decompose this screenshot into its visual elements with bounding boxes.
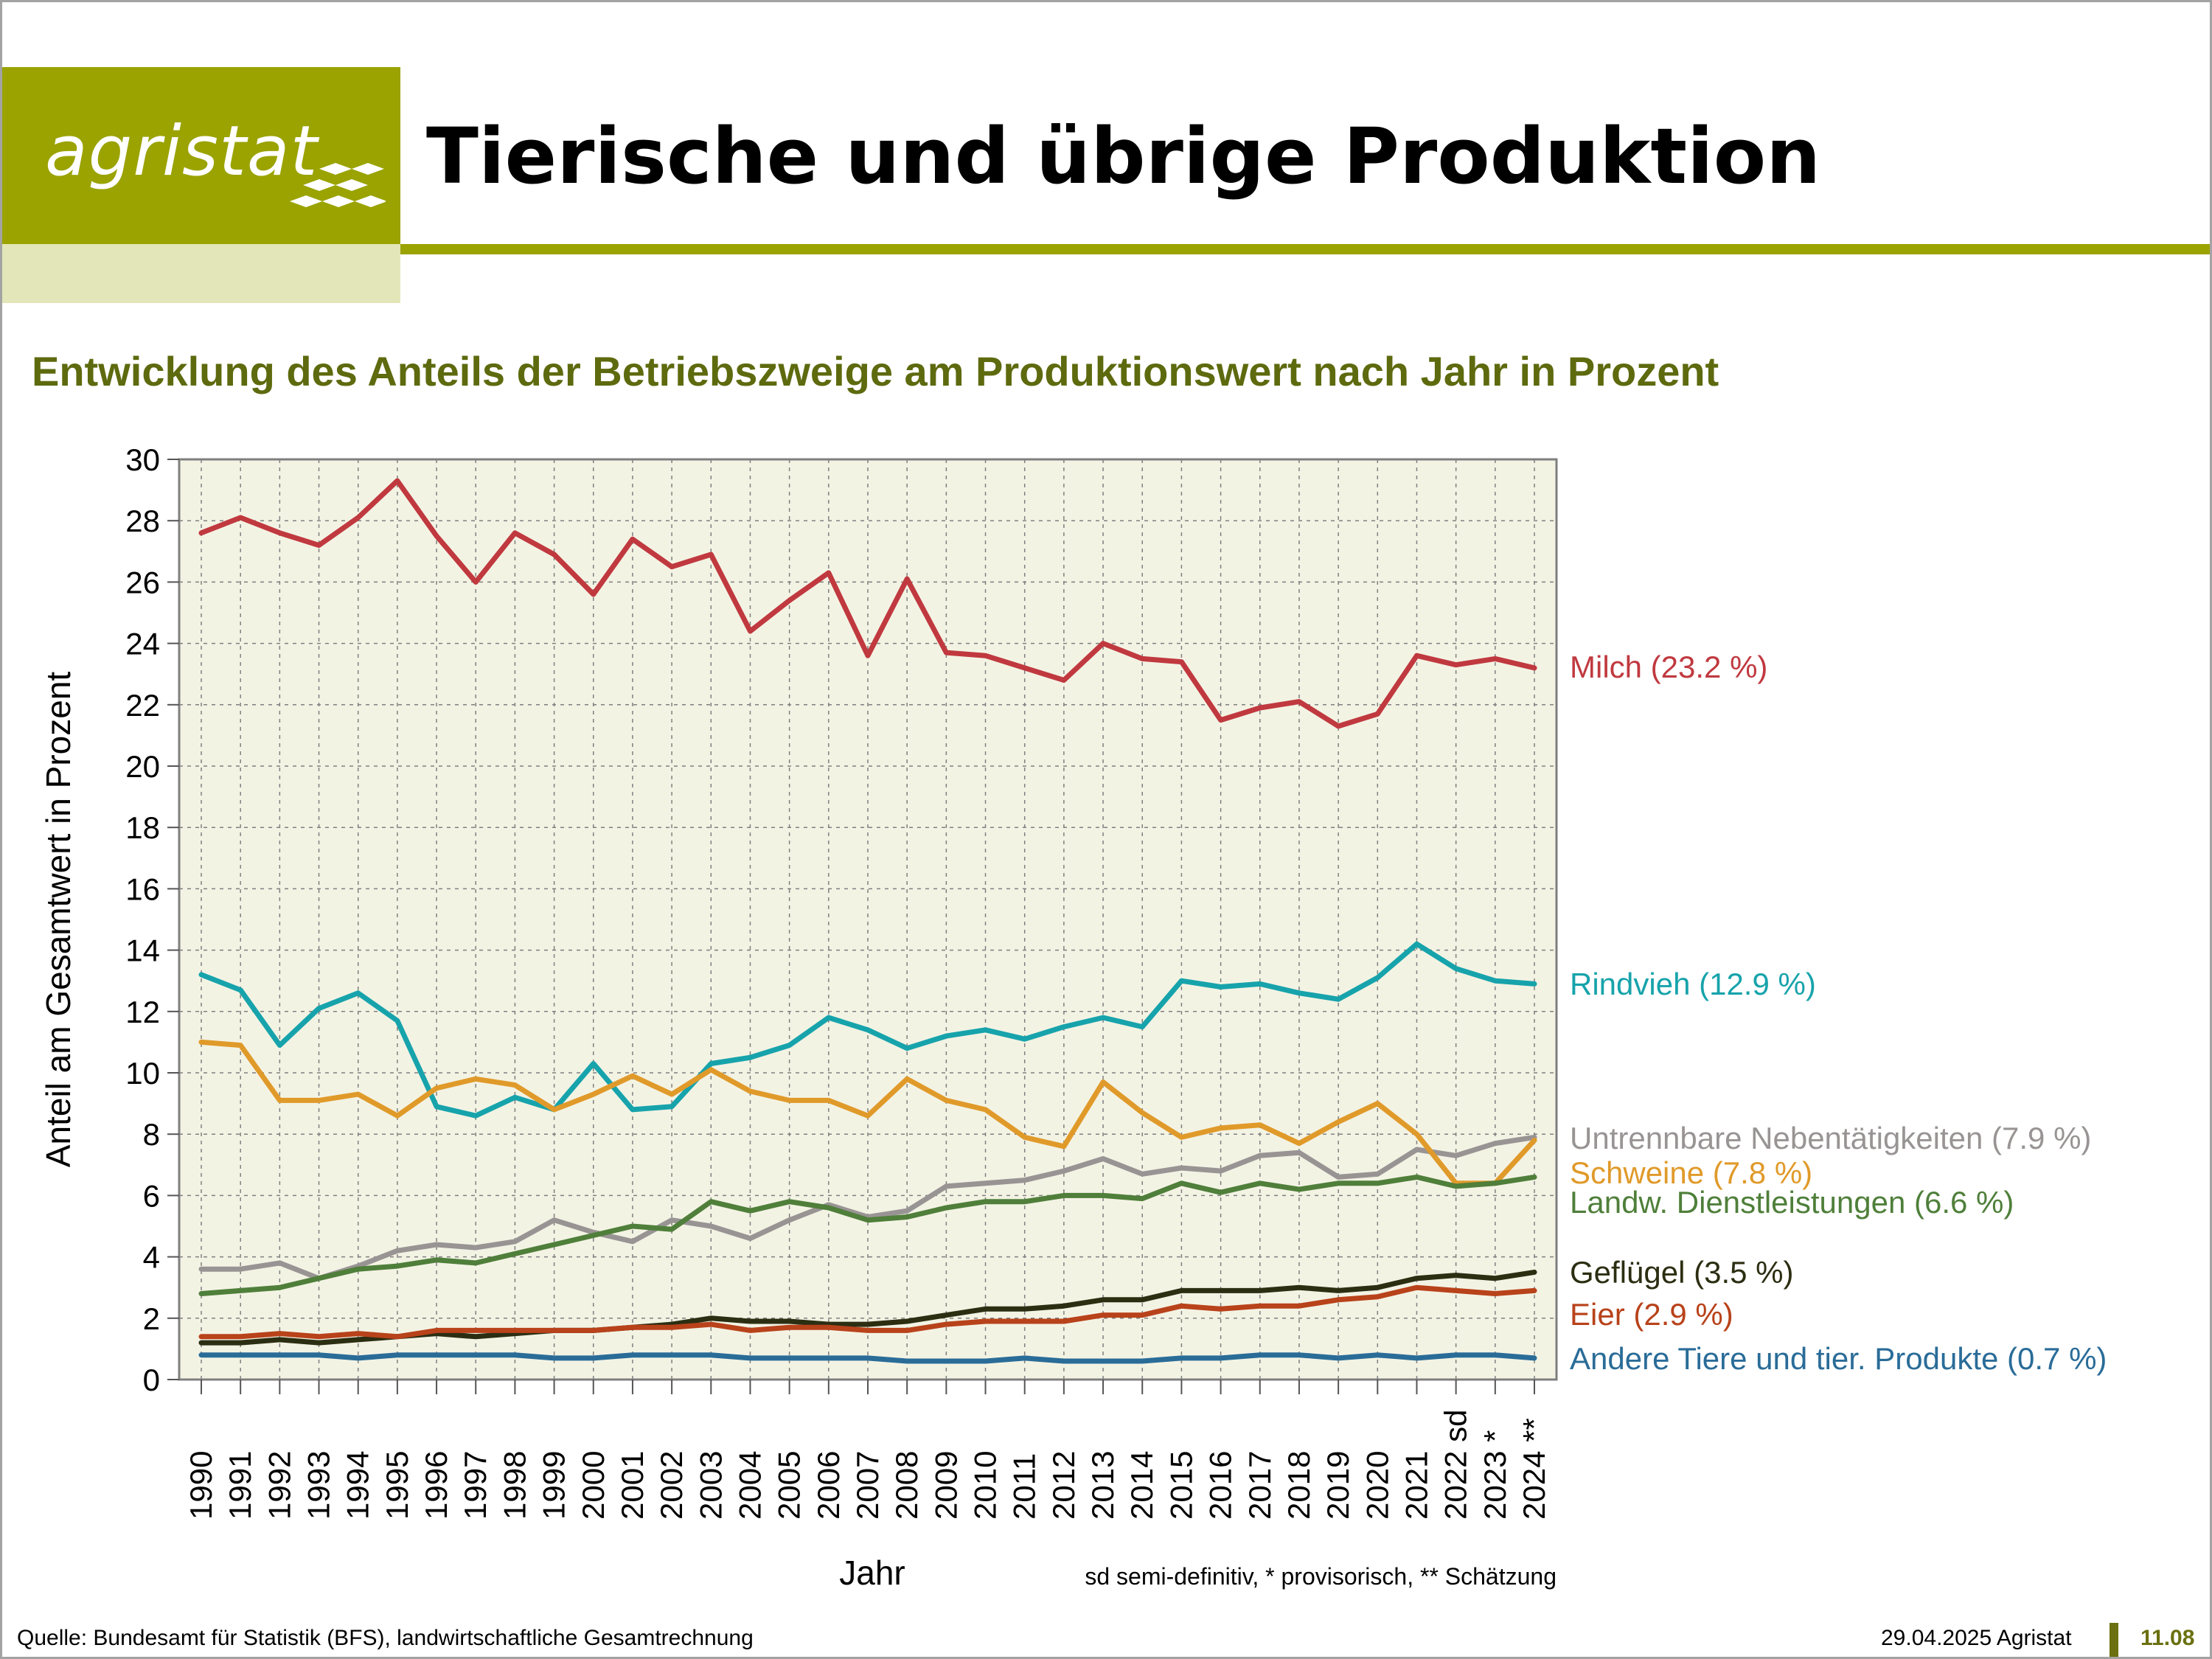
x-tick-label: 2002 <box>654 1451 689 1520</box>
x-tick-label: 2021 <box>1399 1451 1433 1520</box>
header-rule <box>400 244 2210 254</box>
y-tick-label: 16 <box>125 872 160 906</box>
x-tick-label: 2017 <box>1242 1451 1277 1520</box>
plot-area <box>179 459 1557 1380</box>
y-tick-label: 2 <box>143 1301 160 1336</box>
grid <box>179 459 1557 1380</box>
x-axis-label: Jahr <box>839 1554 905 1592</box>
y-tick-label: 26 <box>125 565 160 599</box>
x-tick-label: 2011 <box>1007 1453 1042 1520</box>
y-tick-label: 22 <box>125 688 160 723</box>
series-label-untrennbare-nebent-tigkeiten-7-9: Untrennbare Nebentätigkeiten (7.9 %) <box>1570 1121 2091 1155</box>
x-tick-label: 2016 <box>1203 1451 1238 1520</box>
x-tick-label: 1993 <box>302 1451 336 1520</box>
x-tick-label: 2018 <box>1281 1451 1316 1520</box>
y-tick-label: 0 <box>143 1363 160 1397</box>
footer-date: 29.04.2025 Agristat <box>1881 1626 2072 1650</box>
series-line-untrennbare-nebent-tigkeiten-7-9 <box>198 1134 1537 1281</box>
x-tick-label: 1999 <box>537 1451 571 1520</box>
x-tick-label: 2009 <box>928 1451 963 1520</box>
y-tick-label: 30 <box>125 442 160 477</box>
series-label-andere-tiere-und-tier-produkte-0-7: Andere Tiere und tier. Produkte (0.7 %) <box>1570 1341 2107 1376</box>
series-line-eier-2-9 <box>198 1284 1537 1340</box>
x-tick-label: 2023 * <box>1478 1430 1512 1520</box>
chart-title: Entwicklung des Anteils der Betriebszwei… <box>32 348 1719 394</box>
series-line-andere-tiere-und-tier-produkte-0-7 <box>198 1352 1537 1364</box>
x-tick-label: 2001 <box>615 1451 650 1520</box>
x-tick-label: 1994 <box>341 1451 375 1520</box>
series-line-landw-dienstleistungen-6-6 <box>198 1174 1537 1296</box>
x-tick-label: 1990 <box>184 1451 218 1520</box>
logo-block <box>2 67 400 244</box>
chart-note: sd semi-definitiv, * provisorisch, ** Sc… <box>1085 1563 1557 1590</box>
series-lines <box>198 478 1537 1364</box>
series-label-gefl-gel-3-5: Geflügel (3.5 %) <box>1570 1255 1793 1290</box>
x-tick-label: 2008 <box>889 1451 924 1520</box>
x-tick-label: 1996 <box>419 1451 453 1520</box>
y-tick-label: 28 <box>125 504 160 538</box>
logo-text: agristat <box>45 111 319 192</box>
series-label-schweine-7-8: Schweine (7.8 %) <box>1570 1155 1812 1190</box>
footer-divider <box>2110 1623 2118 1657</box>
series-line-schweine-7-8 <box>198 1039 1537 1186</box>
y-tick-label: 6 <box>143 1178 160 1213</box>
series-label-landw-dienstleistungen-6-6: Landw. Dienstleistungen (6.6 %) <box>1570 1185 2014 1220</box>
logo-diamond-icon <box>290 163 386 207</box>
page-number: 11.08 <box>2140 1626 2195 1650</box>
series-labels: Milch (23.2 %) Rindvieh (12.9 %) Untrennba… <box>1570 650 2107 1376</box>
x-tick-label: 2020 <box>1360 1451 1394 1520</box>
series-label-eier-2-9: Eier (2.9 %) <box>1570 1297 1733 1332</box>
y-tick-label: 24 <box>125 627 160 661</box>
page-title: Tierische und übrige Produktion <box>426 111 1821 201</box>
x-tick-label: 2019 <box>1321 1451 1355 1520</box>
y-tick-label: 18 <box>125 810 160 845</box>
x-tick-label: 1995 <box>380 1451 414 1520</box>
x-tick-label: 2015 <box>1164 1451 1198 1520</box>
x-tick-label: 2014 <box>1124 1451 1159 1520</box>
footer-source: Quelle: Bundesamt für Statistik (BFS), l… <box>17 1626 754 1650</box>
x-tick-label: 2012 <box>1046 1451 1081 1520</box>
y-tick-label: 14 <box>125 933 160 968</box>
series-label-rindvieh-12-9: Rindvieh (12.9 %) <box>1570 967 1816 1001</box>
x-tick-label: 1997 <box>458 1451 493 1520</box>
y-tick-label: 20 <box>125 749 160 784</box>
logo-tab <box>2 244 400 303</box>
y-tick-label: 10 <box>125 1056 160 1091</box>
x-tick-label: 1992 <box>262 1451 296 1520</box>
x-tick-label: 2010 <box>968 1451 1003 1520</box>
x-tick-label: 2000 <box>576 1451 611 1520</box>
x-tick-label: 2007 <box>850 1451 885 1520</box>
y-tick-label: 4 <box>143 1240 160 1275</box>
x-tick-label: 2006 <box>811 1451 846 1520</box>
x-tick-label: 2003 <box>693 1451 728 1520</box>
x-tick-label: 2024 ** <box>1517 1418 1551 1520</box>
y-axis-label: Anteil am Gesamtwert in Prozent <box>39 672 77 1168</box>
y-tick-label: 12 <box>125 995 160 1029</box>
x-tick-label: 2005 <box>772 1451 807 1520</box>
x-tick-label: 2013 <box>1085 1451 1120 1520</box>
x-tick-label: 2022 sd <box>1439 1410 1473 1520</box>
series-line-milch-23-2 <box>198 478 1537 729</box>
y-tick-label: 8 <box>143 1117 160 1152</box>
series-label-milch-23-2: Milch (23.2 %) <box>1570 650 1767 684</box>
x-tick-label: 1998 <box>497 1451 532 1520</box>
x-tick-label: 2004 <box>732 1451 767 1520</box>
x-tick-label: 1991 <box>223 1451 257 1520</box>
series-line-rindvieh-12-9 <box>198 941 1537 1119</box>
